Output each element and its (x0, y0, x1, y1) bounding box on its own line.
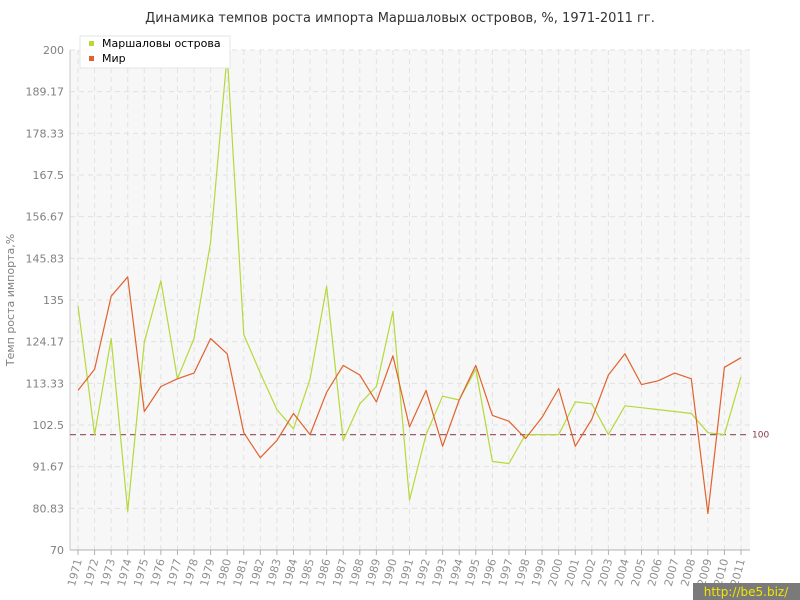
watermark-background (693, 583, 800, 600)
y-axis: 70 80.83 91.67 102.5 113.33 124.17 135 145.83 15… (26, 44, 71, 557)
legend-box (79, 35, 231, 69)
legend-label-world: Мир (102, 52, 126, 65)
y-tick-label: 102.5 (33, 419, 65, 432)
reference-line-label: 100 (752, 431, 769, 441)
legend-label-marshall: Маршаловы острова (102, 37, 221, 50)
y-tick-label: 91.67 (33, 461, 65, 474)
grid (70, 49, 750, 550)
y-tick-label: 189.17 (26, 86, 65, 99)
series-group (77, 53, 742, 515)
watermark: http://be5.biz/ (693, 583, 800, 600)
y-tick-label: 167.5 (33, 169, 65, 182)
legend-marker-world (89, 56, 94, 61)
y-tick-label: 156.67 (26, 211, 65, 224)
y-tick-label: 80.83 (33, 502, 65, 515)
series-line-marshall (77, 53, 742, 513)
legend-marker-marshall (89, 41, 94, 46)
chart-title: Динамика темпов роста импорта Маршаловых… (145, 11, 655, 26)
y-tick-label: 200 (43, 44, 64, 57)
y-tick-label: 145.83 (26, 252, 65, 265)
y-tick-label: 124.17 (26, 336, 65, 349)
legend: Маршаловы острова Мир (79, 35, 231, 69)
y-tick-label: 113.33 (26, 377, 65, 390)
y-tick-label: 178.33 (26, 127, 65, 140)
watermark-text: http://be5.biz/ (704, 585, 789, 599)
y-tick-label: 70 (50, 544, 64, 557)
series-line-world (77, 276, 742, 515)
x-axis: 1971197219731974197519761977197819791980… (65, 549, 750, 588)
y-axis-label: Темп роста импорта,% (4, 234, 17, 367)
y-tick-label: 135 (43, 294, 64, 307)
